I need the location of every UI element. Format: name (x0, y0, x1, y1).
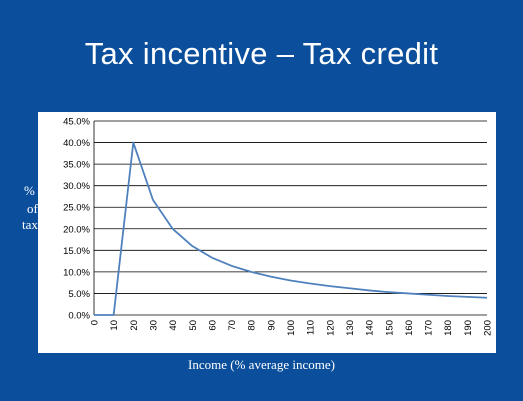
y-tick-label: 15.0% (63, 246, 90, 257)
x-tick-labels: 0 10 20 30 40 50 60 70 80 90 100 110 120 130 140 150 160… (90, 320, 494, 336)
series-line (94, 141, 488, 316)
x-tick-label: 30 (148, 320, 159, 331)
y-tick-label: 5.0% (68, 289, 90, 300)
x-tick-label: 140 (365, 320, 376, 336)
x-axis-label: Income (% average income) (188, 357, 335, 372)
x-tick-label: 10 (109, 320, 120, 331)
x-tick-label: 100 (286, 320, 297, 336)
y-tick-label: 40.0% (63, 138, 90, 149)
x-tick-label: 20 (129, 320, 140, 331)
x-tick-label: 150 (384, 320, 395, 336)
x-tick-label: 110 (306, 320, 317, 335)
x-tick-label: 40 (168, 320, 179, 331)
x-tick-label: 0 (90, 320, 101, 325)
y-tick-label: 35.0% (63, 160, 90, 171)
y-tick-label: 10.0% (63, 267, 90, 278)
y-tick-label: 25.0% (63, 203, 90, 214)
y-tick-label: 0.0% (68, 311, 90, 322)
x-tick-label: 180 (443, 320, 454, 336)
y-axis-label-line-3: tax (22, 217, 38, 232)
x-tick-label: 190 (463, 320, 474, 336)
x-tick-label: 50 (188, 320, 199, 331)
y-tick-labels: 0.0% 5.0% 10.0% 15.0% 20.0% 25.0% 30.0% 35.0% 40… (63, 117, 90, 322)
slide-title: Tax incentive – Tax credit (84, 36, 439, 71)
x-tick-label: 70 (227, 320, 238, 331)
x-tick-label: 130 (345, 320, 356, 336)
x-tick-label: 90 (266, 320, 277, 331)
y-tick-label: 20.0% (63, 224, 90, 235)
x-tick-label: 60 (207, 320, 218, 331)
y-tick-label: 30.0% (63, 181, 90, 192)
x-tick-label: 80 (247, 320, 258, 331)
x-tick-label: 160 (404, 320, 415, 336)
y-tick-label: 45.0% (63, 117, 90, 128)
chart-panel: 0.0% 5.0% 10.0% 15.0% 20.0% 25.0% 30.0% 35.0% 40… (38, 112, 496, 353)
x-tick-label: 200 (483, 320, 494, 336)
x-tick-label: 170 (424, 320, 435, 336)
line-chart: 0.0% 5.0% 10.0% 15.0% 20.0% 25.0% 30.0% 35.0% 40… (63, 117, 494, 336)
y-axis-label-line-2: of (27, 201, 38, 216)
x-tick-label: 120 (325, 320, 336, 336)
series-layer (94, 141, 488, 316)
y-axis-label-line-1: % (24, 183, 35, 198)
gridlines (93, 120, 487, 316)
